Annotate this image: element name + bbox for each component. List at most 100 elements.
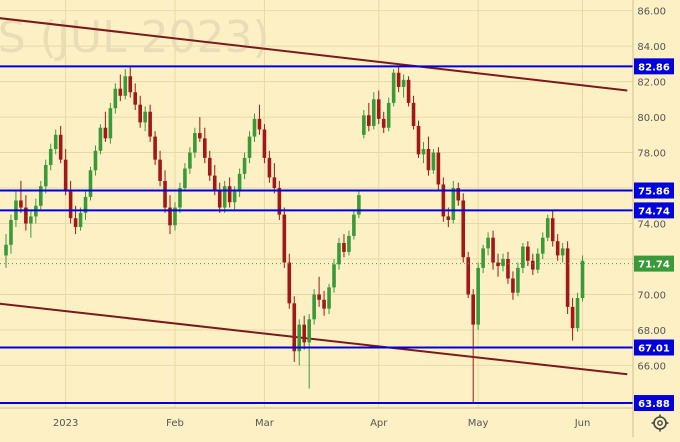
candle-body-down	[103, 127, 108, 139]
candle-body-down	[317, 294, 321, 300]
candle-body-down	[19, 200, 23, 208]
candle-body-up	[123, 76, 128, 96]
candle-body-up	[53, 134, 58, 150]
candle-body-down	[416, 125, 421, 155]
candle-body-up	[143, 111, 147, 123]
candle-body-up	[540, 237, 545, 254]
candle-body-down	[367, 115, 371, 126]
horizontal-levels	[0, 65, 633, 405]
last-price-label-box	[634, 255, 674, 272]
price-labels: 82.86 75.86 74.74 67.01 63.88 71.74	[634, 58, 674, 412]
candle-body-up	[83, 196, 88, 213]
candle-body-down	[138, 104, 142, 123]
candle-body-up	[327, 287, 331, 309]
candle-body-up	[93, 150, 98, 171]
candle-body-up	[222, 186, 227, 208]
candle-body-up	[401, 79, 406, 87]
candle-body-up	[362, 115, 366, 135]
candle-body-up	[98, 127, 103, 151]
level-label: 75.86	[638, 187, 670, 198]
candle-body-down	[441, 184, 446, 217]
price-tick-label: 66.00	[637, 361, 666, 372]
candle-body-down	[212, 175, 217, 190]
candle-body-up	[38, 186, 43, 206]
candle-body-up	[88, 170, 93, 197]
candle-body-up	[232, 191, 237, 203]
candle-body-down	[287, 262, 292, 304]
candle-body-down	[148, 111, 152, 137]
time-tick-label: May	[468, 418, 489, 429]
candle-body-down	[207, 157, 212, 176]
price-tick-label: 82.00	[637, 78, 666, 89]
watermark: ES (JUL 2023)	[0, 12, 270, 63]
candle-body-down	[570, 306, 575, 329]
candle-body-down	[133, 92, 138, 105]
candle-body-down	[342, 243, 346, 252]
price-tick-label: 86.00	[637, 7, 666, 18]
candle-body-up	[9, 219, 13, 245]
candle-body-down	[526, 246, 530, 261]
candle-body-down	[153, 136, 157, 160]
candle-body-down	[461, 200, 466, 258]
candle-body-up	[307, 319, 311, 343]
candle-body-down	[426, 149, 431, 171]
candle-body-down	[322, 299, 326, 309]
candle-body-up	[113, 88, 118, 109]
candle-body-up	[78, 212, 83, 228]
level-label-box	[634, 58, 674, 75]
candle-body-down	[436, 152, 441, 185]
settings-gear-icon[interactable]	[650, 413, 670, 433]
candle-body-up	[183, 168, 187, 189]
time-tick-label: Apr	[370, 418, 388, 429]
candle-body-down	[168, 207, 172, 226]
candle-body-down	[118, 88, 123, 96]
candle-body-up	[252, 118, 257, 137]
time-tick-label: 2023	[53, 418, 78, 429]
candle-body-up	[4, 244, 8, 256]
level-label-box	[634, 182, 674, 199]
candle-body-down	[198, 133, 202, 139]
candle-body-down	[396, 72, 401, 87]
candle-body-down	[163, 180, 167, 208]
candle-body-down	[272, 177, 277, 189]
candle-body-up	[476, 267, 480, 325]
candle-body-down	[267, 157, 272, 178]
candle-body-up	[421, 149, 426, 155]
price-tick-label: 80.00	[637, 113, 666, 124]
trend-line	[0, 17, 628, 92]
level-label: 74.74	[638, 206, 670, 217]
candle-body-up	[237, 173, 242, 192]
time-tick-label: Mar	[255, 418, 275, 429]
candle-body-down	[58, 134, 63, 160]
candle-body-up	[297, 324, 302, 352]
candle-body-up	[178, 188, 182, 208]
candle-body-down	[550, 218, 555, 242]
candle-body-down	[128, 76, 133, 93]
candle-body-up	[580, 260, 585, 299]
candle-body-down	[282, 214, 287, 263]
level-label: 82.86	[638, 62, 670, 73]
candle-body-down	[446, 216, 451, 220]
candle-body-up	[386, 102, 391, 128]
candle-body-down	[158, 159, 162, 181]
candle-body-down	[68, 191, 73, 219]
candle-body-up	[501, 258, 505, 267]
price-tick-label: 74.00	[637, 220, 666, 231]
candle-body-up	[332, 264, 336, 288]
candle-body-down	[531, 260, 535, 270]
candle-body-down	[411, 102, 416, 126]
candle-body-down	[466, 257, 471, 295]
time-tick-label: Feb	[166, 418, 184, 429]
candle-body-up	[48, 149, 53, 165]
candle-body-up	[247, 136, 252, 158]
candle-body-up	[108, 108, 113, 139]
candle-body-down	[496, 262, 500, 267]
candle-body-up	[371, 99, 376, 126]
trend-line	[0, 302, 628, 376]
candle-body-down	[555, 241, 560, 256]
level-label-box	[634, 202, 674, 219]
candle-body-down	[406, 79, 411, 103]
candle-body-down	[217, 189, 222, 208]
